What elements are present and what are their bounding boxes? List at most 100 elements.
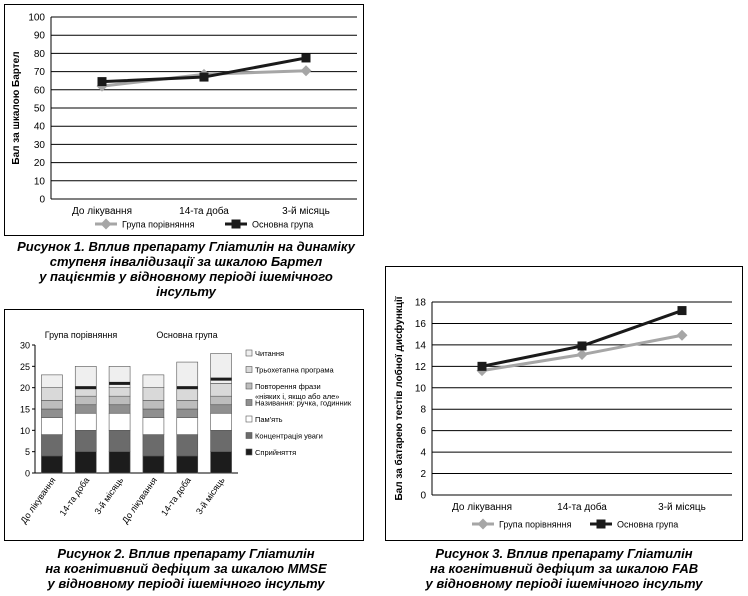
bar-segment [176,400,199,410]
bar-segment [176,408,199,418]
x-tick-label: До лікування [18,475,57,525]
legend-swatch [245,366,253,373]
x-tick-label: До лікування [452,502,512,513]
data-point [199,72,209,82]
y-tick-label: 30 [20,341,30,351]
y-tick-label: 20 [34,158,46,169]
legend-label: Група порівняння [499,520,572,530]
legend-label: Сприйняття [255,448,296,457]
y-tick-label: 20 [20,383,30,393]
x-tick-label: 3-й місяць [282,206,330,217]
bar-band [210,377,232,381]
y-axis-label: Бал за батарею тестів лобної дисфункції [393,296,405,500]
y-tick-label: 90 [34,31,46,42]
bar-segment [108,451,131,474]
bar-segment [74,451,97,474]
y-tick-label: 80 [34,49,46,60]
figure-2-panel: 0 5 10 15 20 25 30 Група порівняння Основна груп… [4,309,364,541]
bar-segment [210,412,232,431]
figure-1-caption-line: інсульту [156,284,216,299]
figure-1-caption-line: Рисунок 1. Вплив препарату Гліатилін на … [17,239,355,254]
legend-label: «ніяких і, якщо або але» [255,392,339,401]
y-tick-label: 4 [420,448,426,459]
legend-label: Повторення фрази [255,382,321,391]
bar-segment [108,412,131,431]
bar-segment [74,395,97,406]
bar-band [176,386,198,390]
legend-label: Концентрація уваги [255,432,323,441]
legend-swatch [245,399,253,406]
data-point [300,65,312,77]
figure-3-caption: Рисунок 3. Вплив препарату Гліатилін на … [385,546,743,591]
bar-segment [210,383,232,397]
figure-3-caption-line: Рисунок 3. Вплив препарату Гліатилін [435,546,693,561]
y-tick-label: 12 [415,362,427,373]
chart-2-mmse-stacked-bar: 0 5 10 15 20 25 30 Група порівняння Основна груп… [18,330,351,525]
bar-segment [108,430,131,452]
x-tick-label: 14-та доба [179,205,229,217]
bar-segment [142,408,165,418]
group-label: Група порівняння [45,330,118,340]
bar-segment [176,387,199,401]
bar-segment [74,366,97,388]
legend-label: Основна група [252,220,313,230]
y-tick-label: 60 [34,85,46,96]
figure-1-panel: 0 10 20 30 40 50 60 70 80 90 100 До лікування 14-та … [4,4,364,236]
legend-swatch [245,448,253,456]
bar-segment [210,430,232,452]
y-tick-label: 10 [20,426,30,436]
legend-swatch [245,382,253,390]
bar-segment [142,455,165,474]
data-point [97,77,107,87]
y-axis-label: Бал за шкалою Бартел [11,51,22,164]
legend-label: Трьохетапна програма [255,366,335,375]
bar-segment [142,387,165,401]
y-tick-label: 70 [34,67,46,78]
figure-3-caption-line: на когнітивний дефіцит за шкалою FAB [429,561,699,576]
y-tick-label: 40 [34,122,46,133]
x-tick-label: До лікування [72,206,132,217]
x-tick-label: До лікування [120,475,159,525]
bar-segment [41,374,63,388]
bar-segment [41,434,63,457]
x-tick-label: 3-й місяць [92,475,125,516]
y-tick-label: 2 [420,469,426,480]
x-tick-label: 14-та доба [557,501,607,513]
data-point [576,349,588,361]
bar-segment [74,412,97,431]
bar-segment [176,455,199,474]
y-tick-label: 30 [34,140,46,151]
bar-segment [108,387,131,397]
y-tick-label: 0 [25,469,30,479]
legend-swatch [245,415,253,423]
bar-segment [74,430,97,452]
y-tick-label: 0 [420,491,426,502]
legend-swatch [245,349,253,357]
chart-3-fab-line: 0 2 4 6 8 10 12 14 16 18 До лікування 14-та доба 3-й… [393,296,732,530]
group-label: Основна група [156,330,217,340]
data-point [301,53,311,63]
y-tick-label: 18 [415,298,427,309]
figure-1-caption-line: у пацієнтів у відновному періоді ішемічн… [39,269,333,284]
y-tick-label: 6 [420,426,426,437]
bar-band [109,381,131,385]
bar-segment [74,404,97,414]
data-point [677,306,687,316]
y-tick-label: 10 [34,176,46,187]
legend-label: Основна група [617,520,678,530]
legend-swatch [245,432,253,439]
y-tick-label: 25 [20,362,30,372]
legend-label: Група порівняння [122,220,195,230]
figure-2-caption-line: на когнітивний дефіцит за шкалою MMSE [45,561,327,576]
bar-segment [41,400,63,410]
bar-segment [108,404,131,414]
bar-segment [176,361,199,388]
bar-segment [142,434,165,457]
bar-segment [41,455,63,474]
data-point [676,329,688,341]
x-tick-label: 3-й місяць [658,502,706,513]
bar-segment [176,434,199,457]
bar-segment [142,374,165,388]
y-tick-label: 100 [28,13,45,24]
figure-3-panel: 0 2 4 6 8 10 12 14 16 18 До лікування 14-та доба 3-й… [385,266,743,541]
